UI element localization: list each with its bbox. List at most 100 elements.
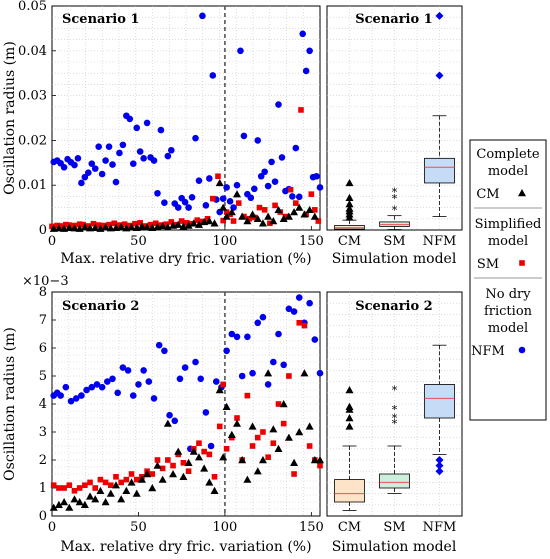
data-point-cm [174, 447, 183, 455]
data-point-cm [65, 503, 74, 511]
legend-marker-nfm [518, 346, 526, 354]
data-point-nfm [306, 47, 313, 55]
data-point-cm [174, 220, 183, 228]
data-point-sm [287, 186, 294, 193]
outlier [345, 204, 354, 212]
data-point-cm [310, 212, 319, 220]
data-point-cm [215, 178, 224, 187]
data-point-sm [261, 207, 268, 213]
data-point-cm [194, 220, 203, 228]
data-point-cm [143, 470, 152, 478]
data-point-nfm [157, 126, 165, 134]
data-point-cm [117, 222, 126, 231]
data-point-sm [107, 482, 114, 488]
data-point-cm [65, 223, 74, 231]
data-point-cm [75, 498, 84, 506]
x-tick-label: 0 [48, 520, 56, 535]
data-point-sm [260, 429, 266, 435]
data-point-sm [116, 222, 123, 228]
data-point-cm [54, 500, 63, 508]
data-point-cm [210, 486, 219, 494]
data-point-sm [235, 200, 242, 206]
data-point-sm [111, 220, 118, 227]
outlier [345, 193, 354, 201]
data-point-sm [97, 476, 104, 483]
data-point-nfm [140, 367, 147, 374]
data-point-cm [264, 212, 273, 220]
data-point-nfm [119, 364, 127, 371]
data-point-sm [54, 222, 60, 229]
data-point-cm [70, 495, 79, 503]
category-label: CM [338, 234, 361, 249]
data-point-nfm [292, 144, 300, 152]
data-point-sm [102, 479, 109, 486]
y-tick-label: 6 [39, 341, 47, 356]
data-point-cm [189, 219, 198, 227]
data-point-cm [215, 386, 224, 394]
y-axis-label-bottom: Oscillation radius (m) [2, 327, 18, 481]
data-point-sm [137, 220, 143, 226]
data-point-nfm [91, 165, 99, 172]
data-point-cm [238, 456, 247, 464]
data-point-cm [274, 444, 283, 452]
legend-title: model [488, 164, 528, 179]
y-tick-label: 0.03 [18, 89, 47, 104]
data-point-cm [158, 221, 167, 230]
data-point-cm [295, 428, 304, 436]
data-point-sm [291, 471, 297, 477]
data-point-sm [201, 448, 207, 455]
data-point-nfm [181, 364, 189, 371]
data-point-nfm [270, 358, 277, 366]
data-point-sm [95, 222, 102, 228]
data-point-sm [215, 173, 221, 180]
y-tick-label: 0.04 [18, 44, 47, 59]
y-tick-label: 1 [39, 481, 47, 496]
y-tick-label: 7 [39, 313, 47, 328]
data-point-cm [132, 489, 141, 497]
data-point-sm [163, 221, 169, 227]
legend-title: No dry [485, 287, 531, 302]
data-point-sm [90, 220, 97, 227]
scenario1-scatter-panel: 0 50 100 150 0 0.01 0.02 0.03 0.04 0.05 Scenario … [18, 0, 324, 267]
data-point-cm [163, 419, 172, 427]
data-point-nfm [150, 157, 158, 164]
data-point-cm [127, 223, 136, 231]
data-point-nfm [136, 148, 144, 155]
data-point-nfm [133, 124, 141, 132]
data-point-nfm [233, 181, 241, 189]
data-point-nfm [223, 347, 230, 355]
legend-title: Complete [476, 147, 539, 162]
data-point-cm [80, 223, 89, 231]
outlier [435, 461, 444, 470]
category-label: CM [338, 520, 361, 535]
data-point-nfm [228, 330, 236, 338]
data-point-nfm [95, 143, 102, 150]
data-point-nfm [109, 161, 116, 168]
data-point-sm [128, 471, 135, 477]
data-point-cm [101, 223, 110, 231]
y-tick-label: 0 [39, 509, 47, 524]
data-point-cm [253, 467, 262, 475]
data-point-sm [230, 218, 237, 224]
data-point-sm [246, 216, 252, 222]
y-axis-label-top: Oscillation radius (m) [2, 41, 18, 195]
x-tick-label: 50 [130, 234, 147, 249]
data-point-nfm [299, 30, 307, 38]
x-axis-label: Max. relative dry fric. variation (%) [60, 251, 311, 267]
data-point-nfm [168, 146, 175, 154]
data-point-cm [148, 484, 157, 492]
data-point-cm [219, 453, 228, 461]
data-point-nfm [62, 383, 70, 391]
data-point-nfm [212, 378, 220, 385]
panel-title: Scenario 1 [62, 12, 139, 27]
data-point-sm [113, 474, 119, 480]
data-point-nfm [199, 12, 206, 20]
data-point-nfm [143, 119, 151, 127]
data-point-nfm [105, 143, 113, 150]
x-tick-label: 0 [48, 234, 56, 249]
data-point-sm [159, 465, 166, 472]
data-point-sm [185, 468, 192, 474]
data-point-sm [118, 479, 124, 486]
data-point-nfm [114, 389, 122, 397]
data-point-sm [61, 485, 67, 491]
